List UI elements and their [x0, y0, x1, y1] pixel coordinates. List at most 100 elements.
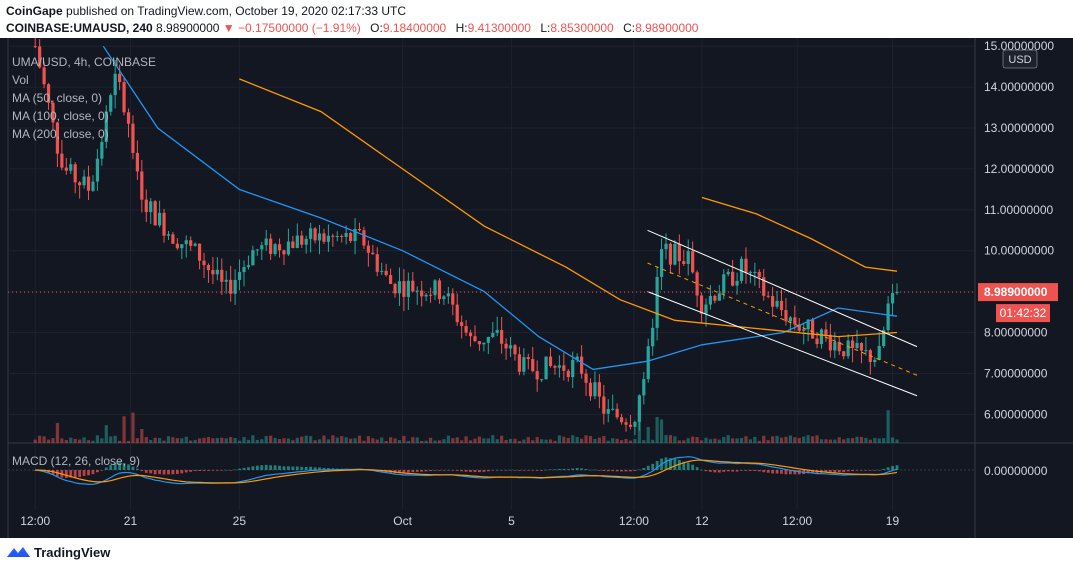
volume-bar — [664, 435, 668, 443]
volume-bar — [504, 439, 508, 443]
tradingview-logo-icon[interactable] — [6, 544, 32, 560]
macd-histogram-bar — [135, 468, 139, 470]
volume-bar — [317, 439, 322, 443]
candle-body — [246, 265, 251, 268]
volume-bar — [251, 435, 255, 443]
candle-body — [51, 102, 55, 123]
macd-histogram-bar — [784, 470, 788, 475]
candle-body — [664, 243, 668, 250]
macd-histogram-bar — [131, 466, 135, 470]
macd-histogram-bar — [167, 470, 170, 475]
candle-body — [46, 84, 51, 103]
volume-bar — [508, 438, 513, 443]
volume-bar — [548, 439, 553, 443]
volume-bar — [51, 438, 55, 443]
macd-histogram-bar — [109, 465, 113, 470]
volume-bar — [366, 436, 370, 443]
macd-histogram-bar — [438, 470, 441, 471]
volume-bar — [344, 437, 348, 443]
candle-body — [73, 164, 77, 183]
volume-bar — [353, 438, 357, 443]
legend: UMA/USD, 4h, COINBASE Vol MA (50, close,… — [12, 55, 156, 468]
macd-histogram-bar — [566, 469, 570, 470]
volume-bar — [171, 437, 175, 443]
candle-body — [100, 141, 104, 159]
candle-body — [602, 396, 606, 414]
macd-histogram-bar — [91, 470, 95, 475]
volume-bar — [104, 425, 108, 443]
candle-body — [526, 357, 530, 360]
volume-bar — [295, 437, 299, 443]
volume-bar — [402, 435, 406, 443]
candle-body — [580, 356, 584, 374]
candle-body — [877, 345, 881, 360]
volume-bar — [215, 438, 219, 443]
volume-bar — [566, 437, 570, 443]
candle-body — [739, 258, 744, 281]
macd-histogram-bar — [122, 463, 126, 470]
volume-bar — [815, 435, 819, 443]
macd-histogram-bar — [771, 470, 775, 474]
macd-histogram-bar — [313, 467, 317, 470]
chart-area[interactable]: UMA/USD, 4h, COINBASE Vol MA (50, close,… — [0, 38, 1073, 538]
macd-histogram-bar — [153, 470, 157, 475]
ma50-line — [102, 45, 898, 371]
volume-bar — [668, 435, 673, 443]
macd-histogram-bar — [651, 463, 655, 470]
volume-bar — [388, 437, 393, 443]
candle-body — [850, 340, 855, 349]
macd-histogram-bar — [455, 470, 459, 471]
ma200-line — [701, 196, 898, 272]
candle-body — [659, 249, 664, 277]
candle-body — [104, 111, 108, 142]
macd-histogram-bar — [700, 469, 703, 471]
candle-body — [424, 294, 428, 297]
candle-body — [486, 336, 490, 343]
macd-histogram-bar — [73, 470, 77, 478]
volume-bar — [260, 439, 264, 443]
currency-badge[interactable] — [1002, 49, 1038, 69]
candle-body — [109, 95, 113, 112]
candle-body — [886, 303, 890, 331]
volume-bar — [135, 438, 139, 443]
candle-body — [171, 234, 175, 244]
countdown-label: 01:42:32 — [1000, 306, 1047, 320]
candle-body — [846, 340, 850, 357]
macd-histogram-bar — [193, 470, 197, 472]
descending-channel[interactable] — [647, 229, 918, 397]
last-price-badge: 8.98900000 01:42:32 — [978, 283, 1058, 323]
candle-body — [69, 164, 73, 171]
volume-bar — [455, 437, 459, 443]
macd-histogram-bar — [220, 470, 224, 471]
macd-histogram-bar — [242, 467, 246, 470]
tradingview-brand[interactable]: TradingView — [34, 545, 111, 560]
time-axis[interactable]: 12:00 21 25 Oct 5 12:00 12 12:00 19 — [20, 514, 899, 528]
x-tick-label: 12:00 — [20, 514, 50, 528]
volume-bar — [522, 439, 526, 443]
volume-bar — [433, 440, 437, 443]
publisher-name[interactable]: CoinGape — [6, 4, 63, 18]
volume-bar — [726, 435, 730, 443]
volume-bar — [793, 437, 797, 443]
macd-histogram-bar — [695, 467, 699, 470]
volume-bar — [855, 436, 859, 443]
macd-histogram-bar — [202, 470, 206, 471]
candle-body — [175, 243, 179, 249]
price-chart[interactable]: UMA/USD, 4h, COINBASE Vol MA (50, close,… — [0, 38, 1073, 538]
macd-pane — [8, 456, 975, 486]
volume-bar — [375, 439, 379, 443]
candle-body — [428, 294, 433, 296]
macd-histogram-bar — [295, 466, 299, 470]
volume-bar — [771, 436, 775, 443]
candle-body — [691, 251, 695, 273]
moving-averages — [102, 45, 898, 371]
macd-histogram-bar — [478, 470, 481, 473]
macd-histogram-bar — [682, 461, 686, 470]
macd-histogram-bar — [713, 470, 717, 473]
macd-histogram-bar — [735, 470, 739, 472]
macd-histogram-bar — [247, 467, 250, 470]
volume-bar — [109, 436, 113, 443]
y-tick-label: 14.00000000 — [984, 80, 1054, 94]
macd-histogram-bar — [637, 469, 641, 471]
candle-body — [797, 324, 801, 331]
